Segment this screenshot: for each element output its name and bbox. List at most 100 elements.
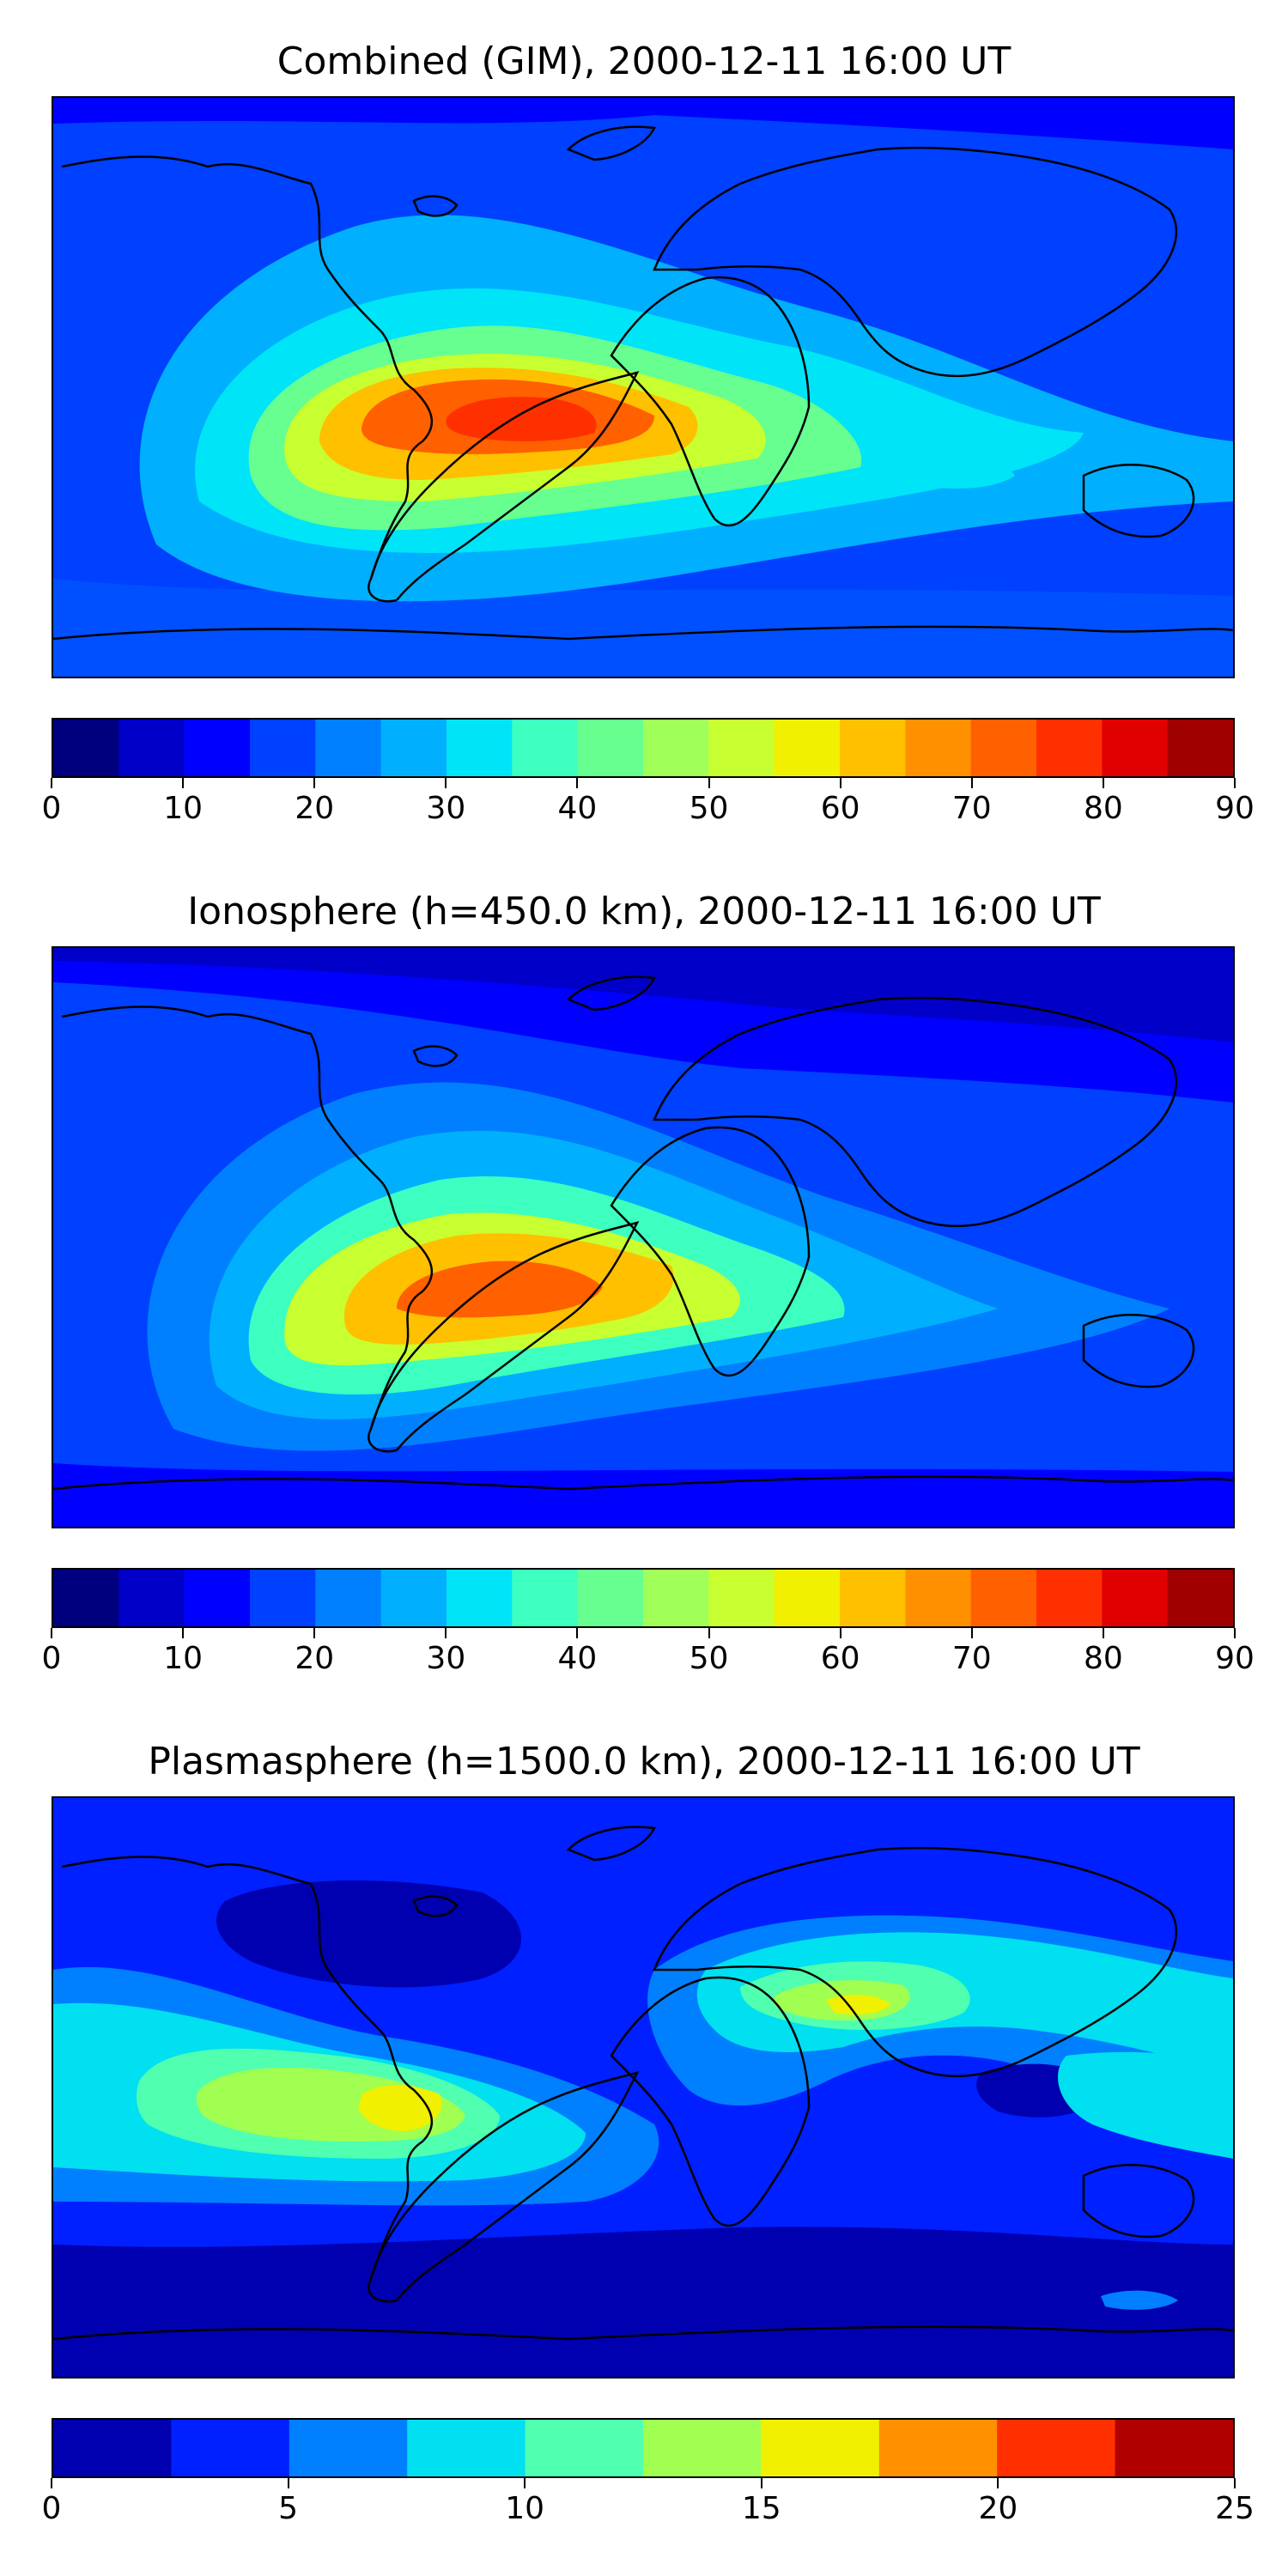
colorbar-swatch xyxy=(315,720,382,776)
colorbar-swatch xyxy=(184,720,251,776)
colorbar-ticks-ionosphere: 0 10 20 30 40 50 60 70 80 90 xyxy=(42,1628,1255,1680)
colorbar-swatch xyxy=(1102,720,1169,776)
colorbar-tick xyxy=(313,1628,316,1638)
colorbar-tick-label: 25 xyxy=(1215,2491,1255,2526)
colorbar-tick xyxy=(445,1628,447,1638)
colorbar-swatch xyxy=(774,1570,841,1626)
colorbar-swatch xyxy=(289,2420,408,2476)
colorbar-swatch xyxy=(1167,1570,1233,1626)
colorbar-swatch xyxy=(905,720,972,776)
colorbar-swatch xyxy=(512,1570,579,1626)
colorbar-tick-label: 10 xyxy=(163,1641,204,1676)
colorbar-swatch xyxy=(380,1570,447,1626)
colorbar-swatch xyxy=(1115,2420,1233,2476)
colorbar-swatch xyxy=(380,720,447,776)
colorbar-swatch xyxy=(447,720,513,776)
colorbar-swatch xyxy=(512,720,579,776)
colorbar-tick-label: 10 xyxy=(163,791,204,826)
colorbar-swatch xyxy=(905,1570,972,1626)
colorbar-swatch xyxy=(708,720,775,776)
colorbar-tick-label: 60 xyxy=(820,791,860,826)
colorbar-tick xyxy=(970,778,973,788)
colorbar-swatch xyxy=(1036,720,1103,776)
colorbar-tick-label: 10 xyxy=(505,2491,545,2526)
colorbar-swatch xyxy=(643,1570,709,1626)
colorbar-tick xyxy=(760,2478,762,2488)
colorbar-tick-label: 70 xyxy=(951,791,992,826)
colorbar-tick-label: 0 xyxy=(41,791,62,826)
colorbar-swatch xyxy=(708,1570,775,1626)
colorbar-swatch xyxy=(577,720,644,776)
panel-title-combined: Combined (GIM), 2000-12-11 16:00 UT xyxy=(276,39,1012,83)
colorbar-tick xyxy=(708,778,710,788)
colorbar-tick xyxy=(970,1628,973,1638)
colorbar-tick-label: 90 xyxy=(1215,791,1255,826)
colorbar-tick xyxy=(1234,778,1236,788)
colorbar-tick xyxy=(997,2478,999,2488)
colorbar-tick-label: 40 xyxy=(557,1641,598,1676)
colorbar-tick xyxy=(839,1628,841,1638)
colorbar-swatch xyxy=(840,720,906,776)
colorbar-swatch xyxy=(171,2420,290,2476)
colorbar-tick-label: 0 xyxy=(41,1641,62,1676)
map-combined xyxy=(52,96,1235,678)
colorbar-tick xyxy=(1234,2478,1236,2488)
panel-title-ionosphere: Ionosphere (h=450.0 km), 2000-12-11 16:0… xyxy=(187,890,1101,933)
colorbar-ionosphere xyxy=(52,1568,1235,1628)
colorbar-swatch xyxy=(643,720,709,776)
colorbar-swatch xyxy=(970,1570,1037,1626)
colorbar-tick xyxy=(576,1628,579,1638)
colorbar-tick-label: 40 xyxy=(557,791,598,826)
colorbar-combined xyxy=(52,718,1235,778)
colorbar-swatch xyxy=(643,2420,762,2476)
colorbar-tick xyxy=(1102,778,1104,788)
colorbar-ticks-combined: 0 10 20 30 40 50 60 70 80 90 xyxy=(42,778,1255,829)
colorbar-tick-label: 30 xyxy=(426,791,466,826)
colorbar-tick xyxy=(524,2478,526,2488)
colorbar-tick-label: 70 xyxy=(951,1641,992,1676)
colorbar-swatch xyxy=(53,1570,119,1626)
colorbar-tick-label: 20 xyxy=(295,791,335,826)
colorbar-swatch xyxy=(878,2420,998,2476)
colorbar-tick xyxy=(313,778,316,788)
colorbar-tick-label: 80 xyxy=(1083,791,1123,826)
colorbar-tick-label: 20 xyxy=(978,2491,1018,2526)
colorbar-swatch xyxy=(250,720,316,776)
colorbar-swatch xyxy=(447,1570,513,1626)
colorbar-swatch xyxy=(997,2420,1116,2476)
colorbar-tick xyxy=(51,778,52,788)
colorbar-tick-label: 20 xyxy=(295,1641,335,1676)
colorbar-swatch xyxy=(1036,1570,1103,1626)
colorbar-swatch xyxy=(118,720,185,776)
colorbar-tick-label: 60 xyxy=(820,1641,860,1676)
colorbar-plasmasphere xyxy=(52,2418,1235,2478)
colorbar-swatch xyxy=(577,1570,644,1626)
colorbar-tick xyxy=(51,2478,52,2488)
colorbar-swatch xyxy=(761,2420,880,2476)
colorbar-tick xyxy=(839,778,841,788)
colorbar-swatch xyxy=(525,2420,644,2476)
colorbar-tick-label: 50 xyxy=(689,791,729,826)
colorbar-tick-label: 30 xyxy=(426,1641,466,1676)
colorbar-swatch xyxy=(53,2420,172,2476)
colorbar-swatch xyxy=(970,720,1037,776)
colorbar-swatch xyxy=(315,1570,382,1626)
map-plasmasphere xyxy=(52,1796,1235,2379)
colorbar-tick xyxy=(287,2478,289,2488)
colorbar-tick xyxy=(445,778,447,788)
colorbar-tick xyxy=(708,1628,710,1638)
colorbar-swatch xyxy=(407,2420,526,2476)
colorbar-swatch xyxy=(118,1570,185,1626)
colorbar-tick-label: 0 xyxy=(41,2491,62,2526)
colorbar-swatch xyxy=(250,1570,316,1626)
colorbar-tick-label: 5 xyxy=(278,2491,299,2526)
colorbar-tick xyxy=(182,778,185,788)
colorbar-tick xyxy=(51,1628,52,1638)
colorbar-swatch xyxy=(53,720,119,776)
colorbar-swatch xyxy=(184,1570,251,1626)
colorbar-tick xyxy=(576,778,579,788)
map-ionosphere xyxy=(52,946,1235,1528)
colorbar-swatch xyxy=(1102,1570,1169,1626)
colorbar-swatch xyxy=(840,1570,906,1626)
colorbar-ticks-plasmasphere: 0 5 10 15 20 25 xyxy=(42,2478,1255,2530)
